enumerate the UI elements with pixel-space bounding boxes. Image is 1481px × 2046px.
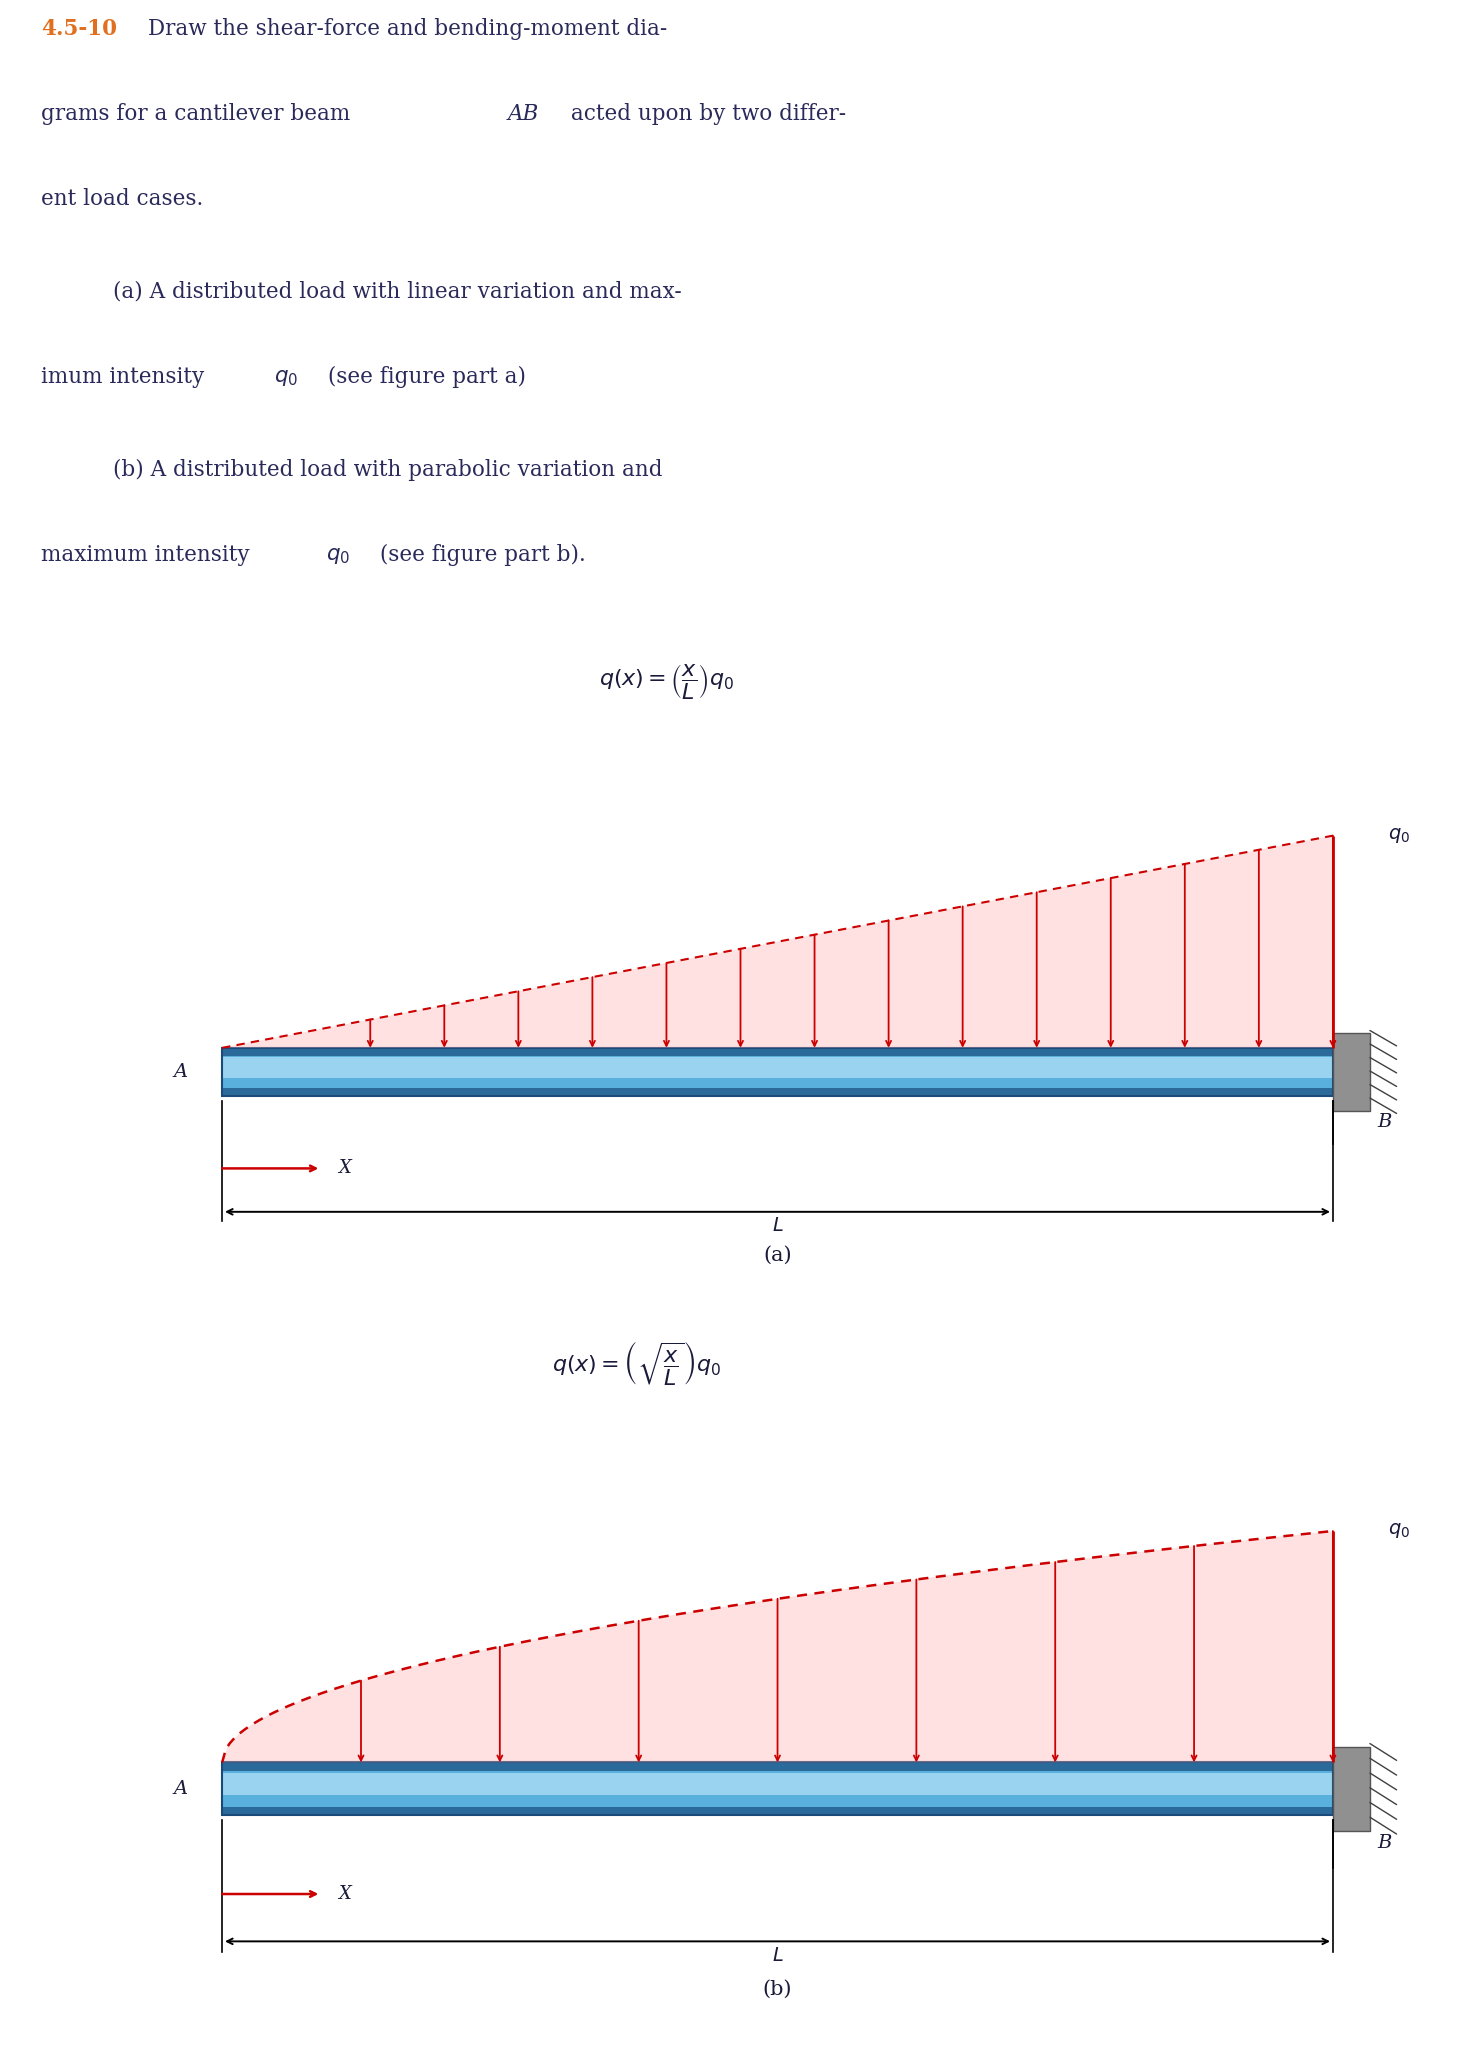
Text: $q_0$: $q_0$	[1388, 1522, 1410, 1541]
Text: $L$: $L$	[772, 1946, 783, 1964]
Polygon shape	[222, 1058, 1333, 1078]
Polygon shape	[222, 1772, 1333, 1807]
Text: B: B	[1377, 1833, 1392, 1852]
Text: A: A	[173, 1780, 188, 1798]
Text: AB: AB	[508, 102, 539, 125]
Text: ent load cases.: ent load cases.	[41, 188, 204, 211]
Polygon shape	[222, 1048, 1333, 1056]
Text: maximum intensity: maximum intensity	[41, 544, 258, 565]
Text: (a): (a)	[763, 1246, 792, 1264]
Polygon shape	[222, 1774, 1333, 1794]
Text: $q_0$: $q_0$	[326, 544, 350, 565]
Polygon shape	[222, 1056, 1333, 1088]
Text: 4.5-10: 4.5-10	[41, 18, 117, 41]
Text: B: B	[1377, 1113, 1392, 1131]
Polygon shape	[222, 1530, 1333, 1762]
Text: $q_0$: $q_0$	[1388, 827, 1410, 845]
Text: (b): (b)	[763, 1981, 792, 1999]
Text: grams for a cantilever beam: grams for a cantilever beam	[41, 102, 357, 125]
Polygon shape	[222, 1762, 1333, 1772]
Text: (see figure part b).: (see figure part b).	[373, 544, 586, 565]
Polygon shape	[222, 1807, 1333, 1815]
Text: $q_0$: $q_0$	[274, 366, 298, 387]
Text: X: X	[338, 1884, 351, 1903]
Polygon shape	[1333, 1747, 1370, 1831]
Text: (a) A distributed load with linear variation and max-: (a) A distributed load with linear varia…	[113, 280, 681, 303]
Text: $L$: $L$	[772, 1217, 783, 1234]
Text: (b) A distributed load with parabolic variation and: (b) A distributed load with parabolic va…	[113, 458, 662, 481]
Text: $q(x) = \left(\sqrt{\dfrac{x}{L}}\right) q_0$: $q(x) = \left(\sqrt{\dfrac{x}{L}}\right)…	[552, 1338, 721, 1387]
Polygon shape	[1333, 1033, 1370, 1111]
Text: Draw the shear-force and bending-moment dia-: Draw the shear-force and bending-moment …	[148, 18, 668, 41]
Polygon shape	[222, 1088, 1333, 1097]
Text: acted upon by two differ-: acted upon by two differ-	[564, 102, 846, 125]
Text: imum intensity: imum intensity	[41, 366, 212, 387]
Polygon shape	[222, 835, 1333, 1048]
Text: $q(x) = \left(\dfrac{x}{L}\right) q_0$: $q(x) = \left(\dfrac{x}{L}\right) q_0$	[598, 661, 735, 702]
Text: (see figure part a): (see figure part a)	[321, 366, 526, 389]
Text: X: X	[338, 1160, 351, 1176]
Text: A: A	[173, 1064, 188, 1080]
